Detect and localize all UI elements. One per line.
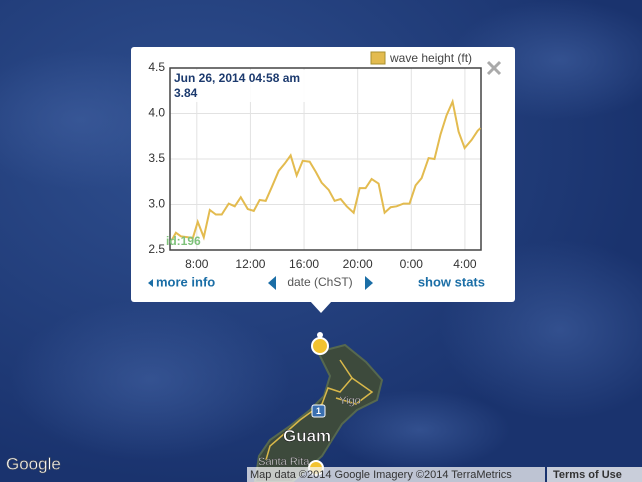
place-label: Guam [283,426,331,445]
tooltip-date: Jun 26, 2014 04:58 am [174,71,300,85]
y-tick-label: 4.5 [148,60,165,74]
prev-arrow[interactable] [268,276,276,290]
x-tick-label: 12:00 [235,257,265,271]
popup-pointer [310,301,332,313]
attribution: Map data ©2014 Google Imagery ©2014 Terr… [250,469,512,481]
x-tick-label: 0:00 [400,257,424,271]
place-label: Santa Rita [258,456,310,468]
route-shield [311,404,326,418]
y-tick-label: 2.5 [148,242,165,256]
next-arrow[interactable] [365,276,373,290]
tooltip-box [172,70,342,102]
road [265,359,353,461]
legend-swatch [370,51,386,65]
show-stats-link[interactable]: show stats [418,274,485,289]
popup-box [131,47,515,302]
x-axis-label: date (ChST) [287,275,352,289]
y-tick-label: 4.0 [148,106,165,120]
y-tick-label: 3.0 [148,197,165,211]
terms-bar [547,467,642,482]
plot-border [169,67,482,251]
road [335,377,374,405]
station-id: id:196 [166,234,201,248]
x-tick-label: 8:00 [185,257,209,271]
x-tick-label: 4:00 [453,257,477,271]
x-tick-label: 16:00 [289,257,319,271]
close-button[interactable] [486,60,502,76]
terms-link[interactable]: Terms of Use [553,469,622,481]
route-label: 1 [316,406,321,416]
popup: more info date (ChST) show stats [131,47,515,313]
legend-label: wave height (ft) [389,51,472,65]
seafloor [330,390,510,470]
logo: Google [6,454,61,473]
more-info-link[interactable]: more info [156,274,215,289]
attribution-bar [247,467,545,482]
tooltip-value: 3.84 [174,86,198,100]
x-tick-label: 20:00 [343,257,373,271]
seafloor [10,300,290,460]
data-line [171,98,482,241]
more-info-arrow [148,279,153,287]
y-tick-label: 3.5 [148,151,165,165]
place-label: Yigo [339,395,361,407]
buoy-marker[interactable] [311,332,329,355]
chart: 2.5 3.0 3.5 4.0 4.5 8:00 12:00 16:00 20:00 0:00 4:… [148,51,482,271]
